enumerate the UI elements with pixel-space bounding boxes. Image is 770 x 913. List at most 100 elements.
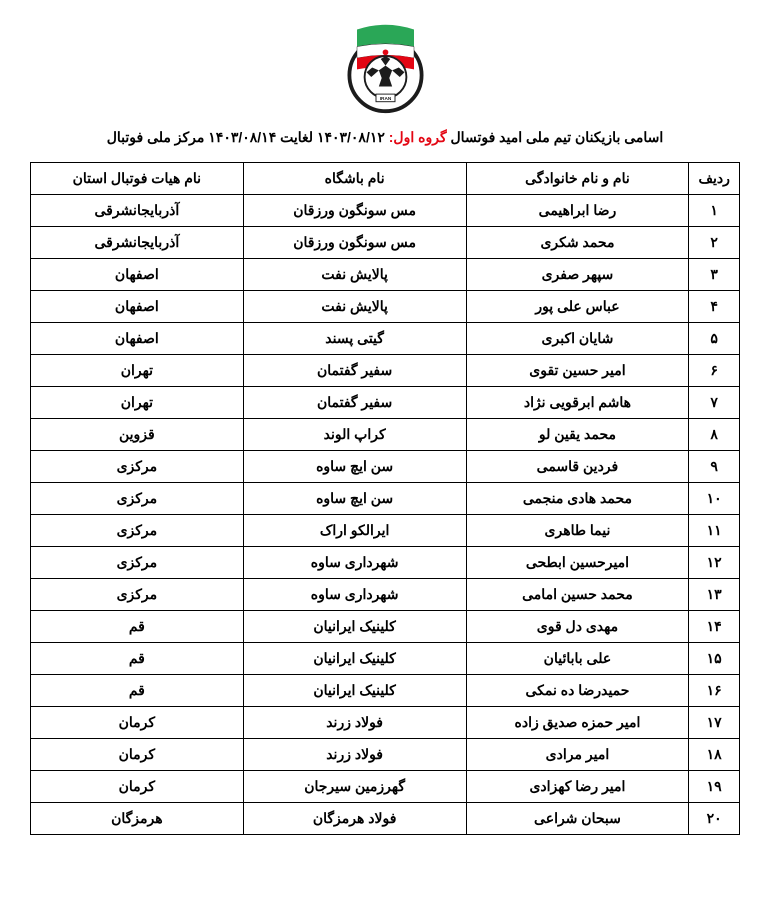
cell-name: مهدی دل قوی bbox=[466, 611, 689, 643]
cell-club: کلینیک ایرانیان bbox=[243, 675, 466, 707]
cell-club: کلینیک ایرانیان bbox=[243, 611, 466, 643]
col-name: نام و نام خانوادگی bbox=[466, 163, 689, 195]
cell-name: رضا ابراهیمی bbox=[466, 195, 689, 227]
cell-club: مس سونگون ورزقان bbox=[243, 195, 466, 227]
col-province: نام هیات فوتبال استان bbox=[31, 163, 244, 195]
cell-province: کرمان bbox=[31, 707, 244, 739]
cell-name: امیر رضا کهزادی bbox=[466, 771, 689, 803]
cell-club: پالایش نفت bbox=[243, 291, 466, 323]
cell-idx: ۱۶ bbox=[689, 675, 740, 707]
cell-name: محمد شکری bbox=[466, 227, 689, 259]
cell-province: تهران bbox=[31, 387, 244, 419]
table-row: ۱۱نیما طاهریایرالکو اراکمرکزی bbox=[31, 515, 740, 547]
cell-name: امیر حسین تقوی bbox=[466, 355, 689, 387]
cell-province: قم bbox=[31, 611, 244, 643]
cell-province: اصفهان bbox=[31, 291, 244, 323]
cell-club: پالایش نفت bbox=[243, 259, 466, 291]
cell-club: سفیر گفتمان bbox=[243, 387, 466, 419]
cell-province: مرکزی bbox=[31, 515, 244, 547]
cell-province: تهران bbox=[31, 355, 244, 387]
table-row: ۴عباس علی پورپالایش نفتاصفهان bbox=[31, 291, 740, 323]
cell-name: محمد حسین امامی bbox=[466, 579, 689, 611]
cell-idx: ۷ bbox=[689, 387, 740, 419]
title-dates: ۱۴۰۳/۰۸/۱۲ لغایت ۱۴۰۳/۰۸/۱۴ مرکز ملی فوت… bbox=[107, 129, 385, 145]
cell-province: مرکزی bbox=[31, 451, 244, 483]
cell-club: ایرالکو اراک bbox=[243, 515, 466, 547]
table-row: ۲محمد شکریمس سونگون ورزقانآذربایجانشرقی bbox=[31, 227, 740, 259]
col-idx: ردیف bbox=[689, 163, 740, 195]
cell-club: فولاد زرند bbox=[243, 707, 466, 739]
table-row: ۷هاشم ابرقویی نژادسفیر گفتمانتهران bbox=[31, 387, 740, 419]
cell-club: سفیر گفتمان bbox=[243, 355, 466, 387]
cell-idx: ۱۵ bbox=[689, 643, 740, 675]
cell-idx: ۵ bbox=[689, 323, 740, 355]
table-row: ۸محمد یقین لوکراپ الوندقزوین bbox=[31, 419, 740, 451]
table-row: ۱۷امیر حمزه صدیق زادهفولاد زرندکرمان bbox=[31, 707, 740, 739]
cell-province: کرمان bbox=[31, 739, 244, 771]
cell-province: اصفهان bbox=[31, 259, 244, 291]
cell-name: فردین قاسمی bbox=[466, 451, 689, 483]
table-row: ۱۸امیر مرادیفولاد زرندکرمان bbox=[31, 739, 740, 771]
cell-club: سن ایچ ساوه bbox=[243, 451, 466, 483]
cell-name: امیر حمزه صدیق زاده bbox=[466, 707, 689, 739]
federation-logo: IRAN bbox=[338, 20, 433, 115]
cell-name: شایان اکبری bbox=[466, 323, 689, 355]
table-row: ۱۵علی بابائیانکلینیک ایرانیانقم bbox=[31, 643, 740, 675]
cell-club: شهرداری ساوه bbox=[243, 547, 466, 579]
cell-idx: ۹ bbox=[689, 451, 740, 483]
cell-province: قزوین bbox=[31, 419, 244, 451]
players-table: ردیف نام و نام خانوادگی نام باشگاه نام ه… bbox=[30, 162, 740, 835]
table-row: ۶امیر حسین تقویسفیر گفتمانتهران bbox=[31, 355, 740, 387]
cell-idx: ۳ bbox=[689, 259, 740, 291]
cell-idx: ۲۰ bbox=[689, 803, 740, 835]
cell-name: سبحان شراعی bbox=[466, 803, 689, 835]
col-club: نام باشگاه bbox=[243, 163, 466, 195]
cell-club: کراپ الوند bbox=[243, 419, 466, 451]
logo-container: IRAN bbox=[30, 20, 740, 115]
cell-idx: ۱۴ bbox=[689, 611, 740, 643]
cell-idx: ۱۰ bbox=[689, 483, 740, 515]
table-row: ۱۲امیرحسین ابطحیشهرداری ساوهمرکزی bbox=[31, 547, 740, 579]
cell-name: هاشم ابرقویی نژاد bbox=[466, 387, 689, 419]
cell-club: شهرداری ساوه bbox=[243, 579, 466, 611]
cell-idx: ۱۳ bbox=[689, 579, 740, 611]
cell-club: سن ایچ ساوه bbox=[243, 483, 466, 515]
document-title: اسامی بازیکنان تیم ملی امید فوتسال گروه … bbox=[30, 129, 740, 146]
cell-name: علی بابائیان bbox=[466, 643, 689, 675]
table-row: ۱۳محمد حسین امامیشهرداری ساوهمرکزی bbox=[31, 579, 740, 611]
cell-idx: ۲ bbox=[689, 227, 740, 259]
cell-club: فولاد زرند bbox=[243, 739, 466, 771]
cell-province: آذربایجانشرقی bbox=[31, 227, 244, 259]
cell-name: حمیدرضا ده نمکی bbox=[466, 675, 689, 707]
cell-province: اصفهان bbox=[31, 323, 244, 355]
table-row: ۱۶حمیدرضا ده نمکیکلینیک ایرانیانقم bbox=[31, 675, 740, 707]
table-row: ۹فردین قاسمیسن ایچ ساوهمرکزی bbox=[31, 451, 740, 483]
table-row: ۱۹امیر رضا کهزادیگهرزمین سیرجانکرمان bbox=[31, 771, 740, 803]
cell-idx: ۶ bbox=[689, 355, 740, 387]
cell-name: سپهر صفری bbox=[466, 259, 689, 291]
title-group: گروه اول: bbox=[389, 129, 447, 145]
cell-name: نیما طاهری bbox=[466, 515, 689, 547]
cell-idx: ۱ bbox=[689, 195, 740, 227]
table-row: ۳سپهر صفریپالایش نفتاصفهان bbox=[31, 259, 740, 291]
cell-club: کلینیک ایرانیان bbox=[243, 643, 466, 675]
table-header-row: ردیف نام و نام خانوادگی نام باشگاه نام ه… bbox=[31, 163, 740, 195]
cell-province: قم bbox=[31, 643, 244, 675]
cell-name: محمد هادی منجمی bbox=[466, 483, 689, 515]
cell-name: محمد یقین لو bbox=[466, 419, 689, 451]
cell-club: فولاد هرمزگان bbox=[243, 803, 466, 835]
cell-name: امیر مرادی bbox=[466, 739, 689, 771]
cell-idx: ۱۷ bbox=[689, 707, 740, 739]
table-row: ۱رضا ابراهیمیمس سونگون ورزقانآذربایجانشر… bbox=[31, 195, 740, 227]
cell-idx: ۸ bbox=[689, 419, 740, 451]
cell-idx: ۱۹ bbox=[689, 771, 740, 803]
title-prefix: اسامی بازیکنان تیم ملی امید فوتسال bbox=[447, 129, 664, 145]
cell-province: مرکزی bbox=[31, 547, 244, 579]
cell-name: امیرحسین ابطحی bbox=[466, 547, 689, 579]
table-row: ۱۰محمد هادی منجمیسن ایچ ساوهمرکزی bbox=[31, 483, 740, 515]
cell-idx: ۱۲ bbox=[689, 547, 740, 579]
cell-idx: ۱۸ bbox=[689, 739, 740, 771]
cell-province: قم bbox=[31, 675, 244, 707]
svg-text:IRAN: IRAN bbox=[379, 96, 391, 102]
cell-idx: ۴ bbox=[689, 291, 740, 323]
